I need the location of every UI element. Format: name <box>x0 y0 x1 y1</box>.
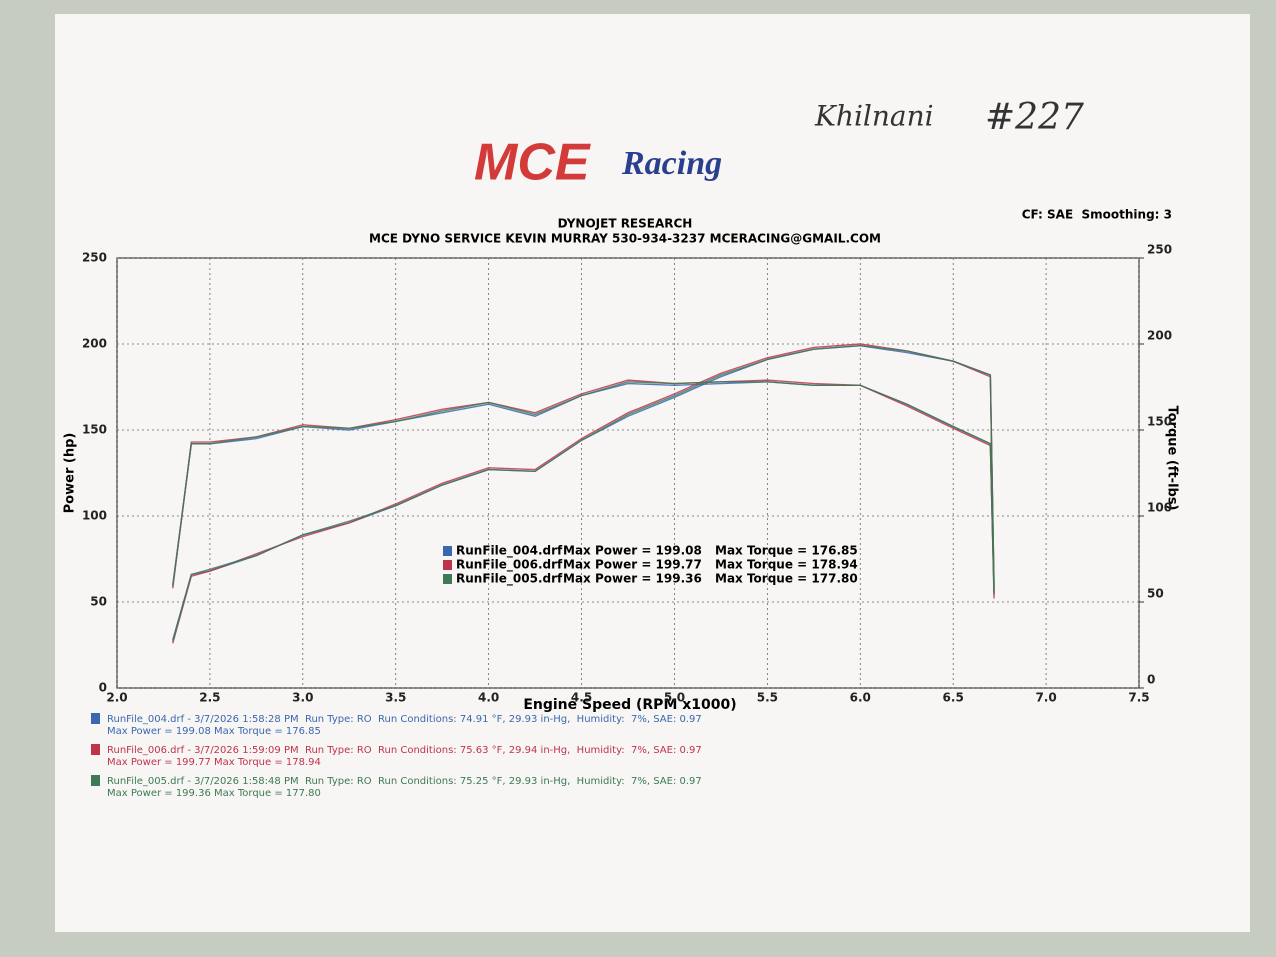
y-tick-label: 150 <box>82 423 107 437</box>
chart-title: DYNOJET RESEARCH <box>558 217 693 231</box>
x-tick-label: 3.0 <box>292 691 313 705</box>
y-tick-label: 0 <box>99 681 107 695</box>
footer-max-power: Max Power = 199.77 <box>107 757 211 768</box>
chart-subtitle: MCE DYNO SERVICE KEVIN MURRAY 530-934-32… <box>369 232 881 246</box>
y2-tick-label: 200 <box>1147 329 1172 343</box>
footer-max-torque: Max Torque = 177.80 <box>214 788 321 799</box>
x-tick-label: 4.0 <box>478 691 499 705</box>
footer-swatch <box>91 775 100 786</box>
legend-max-power: Max Power = 199.08 <box>563 544 702 558</box>
legend-max-torque: Max Torque = 177.80 <box>715 572 858 586</box>
x-axis-label: Engine Speed (RPM x1000) <box>523 697 736 713</box>
footer-max-torque: Max Torque = 176.85 <box>214 726 321 737</box>
y-tick-label: 100 <box>82 509 107 523</box>
legend-swatch <box>443 560 452 570</box>
settings-note: CF: SAE Smoothing: 3 <box>1022 208 1172 222</box>
legend-name: RunFile_005.drf <box>456 572 563 587</box>
y2-tick-label: 100 <box>1147 501 1172 515</box>
footer-details: RunFile_006.drf - 3/7/2026 1:59:09 PM Ru… <box>107 745 702 756</box>
footer-max-torque: Max Torque = 178.94 <box>214 757 321 768</box>
legend-max-power: Max Power = 199.36 <box>563 572 702 586</box>
x-tick-label: 2.0 <box>106 691 127 705</box>
logo-racing: Racing <box>621 145 722 182</box>
y2-tick-label: 250 <box>1147 243 1172 257</box>
y2-tick-label: 50 <box>1147 587 1164 601</box>
legend-max-torque: Max Torque = 178.94 <box>715 558 858 572</box>
x-tick-label: 6.0 <box>850 691 871 705</box>
x-tick-label: 5.0 <box>664 691 685 705</box>
x-tick-label: 2.5 <box>199 691 220 705</box>
legend-name: RunFile_004.drf <box>456 544 563 559</box>
x-tick-label: 6.5 <box>943 691 964 705</box>
footer-max-power: Max Power = 199.08 <box>107 726 211 737</box>
y2-tick-label: 0 <box>1147 673 1155 687</box>
handwritten-number: #227 <box>985 97 1084 138</box>
paper <box>55 14 1250 932</box>
logo-mce: MCE <box>474 134 591 192</box>
footer-details: RunFile_004.drf - 3/7/2026 1:58:28 PM Ru… <box>107 714 702 725</box>
y2-tick-label: 150 <box>1147 415 1172 429</box>
x-tick-label: 5.5 <box>757 691 778 705</box>
legend-max-torque: Max Torque = 176.85 <box>715 544 858 558</box>
legend-max-power: Max Power = 199.77 <box>563 558 702 572</box>
footer-swatch <box>91 744 100 755</box>
footer-swatch <box>91 713 100 724</box>
legend-swatch <box>443 574 452 584</box>
x-tick-label: 3.5 <box>385 691 406 705</box>
footer-max-power: Max Power = 199.36 <box>107 788 211 799</box>
x-tick-label: 4.5 <box>571 691 592 705</box>
x-tick-label: 7.5 <box>1128 691 1149 705</box>
handwritten-name: Khilnani <box>814 100 934 133</box>
y-axis-label: Power (hp) <box>63 433 78 514</box>
footer-details: RunFile_005.drf - 3/7/2026 1:58:48 PM Ru… <box>107 776 702 787</box>
y-tick-label: 250 <box>82 251 107 265</box>
y-tick-label: 200 <box>82 337 107 351</box>
power-curve <box>172 345 995 642</box>
y-tick-label: 50 <box>90 595 107 609</box>
x-tick-label: 7.0 <box>1035 691 1056 705</box>
legend-swatch <box>443 546 452 556</box>
y2-axis-label: Torque (ft-lbs) <box>1165 405 1180 510</box>
torque-curve <box>172 381 995 596</box>
legend-name: RunFile_006.drf <box>456 558 563 573</box>
